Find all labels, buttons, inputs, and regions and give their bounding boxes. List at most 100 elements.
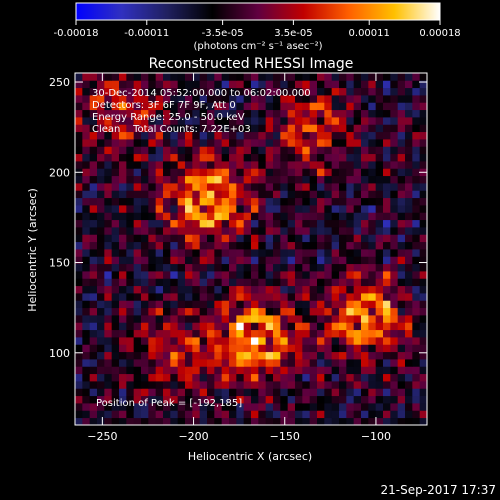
- heatmap-cell: [141, 395, 149, 404]
- heatmap-cell: [353, 256, 362, 265]
- heatmap-cell: [141, 322, 149, 331]
- heatmap-cell: [163, 124, 171, 133]
- heatmap-cell: [361, 249, 369, 257]
- heatmap-cell: [155, 117, 164, 125]
- heatmap-cell: [111, 410, 120, 419]
- heatmap-cell: [236, 73, 245, 81]
- heatmap-cell: [368, 329, 377, 338]
- heatmap-cell: [170, 73, 179, 81]
- heatmap-cell: [75, 417, 83, 425]
- heatmap-cell: [273, 329, 281, 338]
- heatmap-cell: [273, 227, 281, 235]
- heatmap-cell: [82, 139, 91, 147]
- heatmap-cell: [383, 219, 391, 228]
- heatmap-cell: [302, 300, 311, 309]
- heatmap-cell: [148, 161, 157, 169]
- heatmap-cell: [207, 219, 215, 228]
- heatmap-cell: [375, 161, 384, 169]
- heatmap-cell: [221, 175, 230, 184]
- heatmap-cell: [346, 337, 355, 345]
- heatmap-cell: [104, 205, 113, 213]
- heatmap-cell: [390, 271, 399, 279]
- heatmap-cell: [82, 417, 91, 425]
- heatmap-cell: [192, 417, 201, 425]
- heatmap-cell: [155, 359, 164, 367]
- heatmap-cell: [287, 395, 296, 404]
- heatmap-cell: [258, 153, 267, 162]
- heatmap-cell: [111, 87, 120, 96]
- heatmap-cell: [89, 263, 98, 272]
- heatmap-cell: [104, 73, 113, 81]
- heatmap-cell: [163, 256, 171, 265]
- heatmap-cell: [155, 307, 164, 316]
- heatmap-cell: [119, 351, 127, 360]
- heatmap-cell: [89, 234, 98, 243]
- heatmap-cell: [383, 153, 391, 162]
- heatmap-cell: [133, 117, 142, 125]
- heatmap-cell: [82, 183, 91, 191]
- heatmap-cell: [243, 300, 252, 309]
- heatmap-cell: [346, 410, 355, 419]
- heatmap-cell: [295, 395, 303, 404]
- heatmap-cell: [287, 241, 296, 250]
- heatmap-cell: [97, 95, 105, 103]
- x-tick-label: −250: [87, 430, 117, 443]
- heatmap-cell: [229, 315, 237, 323]
- heatmap-cell: [199, 337, 208, 345]
- heatmap-cell: [82, 175, 91, 184]
- heatmap-cell: [104, 395, 113, 404]
- heatmap-cell: [390, 315, 399, 323]
- heatmap-cell: [295, 131, 303, 140]
- heatmap-cell: [119, 175, 127, 184]
- heatmap-cell: [309, 403, 318, 411]
- heatmap-cell: [243, 234, 252, 243]
- heatmap-cell: [155, 322, 164, 331]
- heatmap-cell: [287, 175, 296, 184]
- heatmap-cell: [82, 293, 91, 301]
- heatmap-cell: [346, 351, 355, 360]
- heatmap-cell: [119, 219, 127, 228]
- heatmap-cell: [375, 131, 384, 140]
- heatmap-cell: [375, 293, 384, 301]
- heatmap-cell: [412, 249, 421, 257]
- heatmap-cell: [412, 168, 421, 177]
- heatmap-cell: [405, 175, 413, 184]
- heatmap-cell: [331, 263, 340, 272]
- heatmap-cell: [243, 271, 252, 279]
- heatmap-cell: [361, 322, 369, 331]
- heatmap-cell: [324, 234, 333, 243]
- heatmap-cell: [133, 190, 142, 199]
- heatmap-cell: [148, 87, 157, 96]
- heatmap-cell: [89, 271, 98, 279]
- heatmap-cell: [185, 388, 193, 397]
- heatmap-cell: [309, 241, 318, 250]
- heatmap-cell: [353, 381, 362, 389]
- heatmap-cell: [104, 256, 113, 265]
- heatmap-cell: [331, 381, 340, 389]
- heatmap-cell: [111, 322, 120, 331]
- heatmap-cell: [119, 410, 127, 419]
- heatmap-cell: [346, 139, 355, 147]
- heatmap-cell: [383, 190, 391, 199]
- heatmap-cell: [258, 271, 267, 279]
- heatmap-cell: [214, 117, 223, 125]
- heatmap-cell: [133, 205, 142, 213]
- heatmap-cell: [148, 241, 157, 250]
- heatmap-cell: [309, 307, 318, 316]
- heatmap-cell: [133, 146, 142, 155]
- x-tick-label: −100: [361, 430, 391, 443]
- heatmap-cell: [405, 197, 413, 206]
- heatmap-cell: [207, 234, 215, 243]
- heatmap-cell: [111, 205, 120, 213]
- heatmap-cell: [119, 395, 127, 404]
- heatmap-cell: [75, 395, 83, 404]
- heatmap-cell: [302, 139, 311, 147]
- heatmap-cell: [287, 278, 296, 287]
- heatmap-cell: [97, 197, 105, 206]
- heatmap-cell: [295, 146, 303, 155]
- heatmap-cell: [243, 417, 252, 425]
- heatmap-cell: [397, 212, 406, 221]
- heatmap-cell: [280, 73, 289, 81]
- heatmap-cell: [214, 388, 223, 397]
